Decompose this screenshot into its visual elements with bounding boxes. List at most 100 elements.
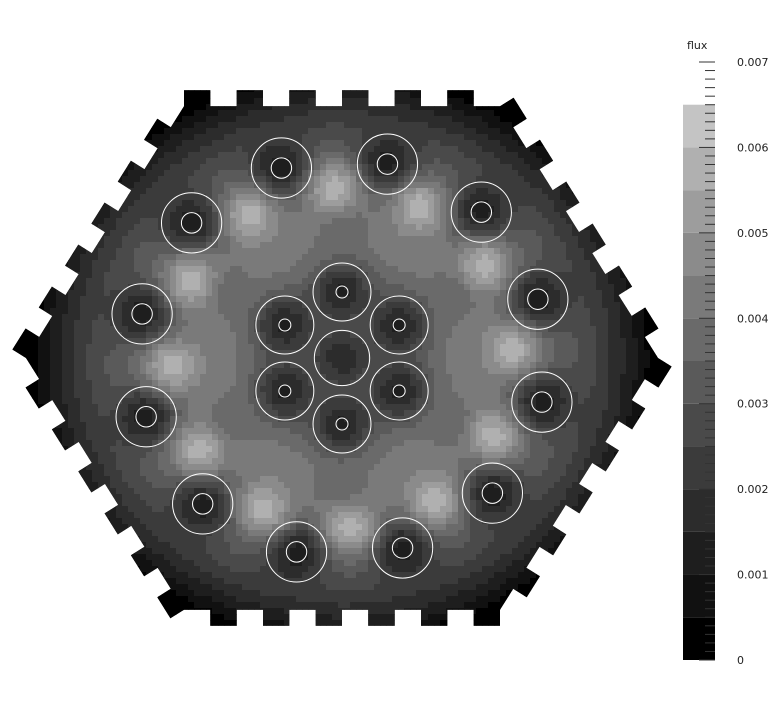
flux-cell — [416, 182, 423, 189]
flux-cell — [38, 68, 45, 75]
flux-cell — [206, 260, 213, 267]
flux-cell — [428, 92, 435, 99]
flux-cell — [236, 110, 243, 117]
flux-cell — [518, 218, 525, 225]
flux-cell — [524, 92, 531, 99]
flux-cell — [278, 68, 285, 75]
flux-cell — [224, 158, 231, 165]
flux-cell — [590, 170, 597, 177]
flux-cell — [428, 146, 435, 153]
flux-cell — [80, 90, 87, 93]
flux-cell — [584, 254, 591, 261]
flux-cell — [50, 188, 57, 195]
flux-cell — [548, 50, 555, 57]
flux-cell — [590, 194, 597, 201]
flux-cell — [374, 224, 381, 231]
flux-cell — [362, 176, 369, 183]
flux-cell — [92, 38, 99, 45]
flux-cell — [596, 254, 603, 261]
flux-cell — [614, 200, 621, 207]
flux-cell — [284, 140, 291, 147]
flux-cell — [26, 68, 33, 75]
flux-cell — [560, 176, 567, 183]
flux-cell — [260, 272, 267, 279]
flux-cell — [374, 176, 381, 183]
flux-cell — [140, 212, 147, 219]
flux-cell — [14, 200, 21, 207]
flux-cell — [650, 236, 657, 243]
flux-cell — [56, 140, 63, 147]
flux-cell — [620, 224, 627, 231]
flux-cell — [224, 218, 231, 225]
flux-cell — [308, 50, 315, 57]
flux-cell — [662, 152, 669, 159]
flux-cell — [182, 224, 189, 231]
flux-cell — [416, 122, 423, 129]
flux-cell — [254, 230, 261, 237]
flux-cell — [242, 206, 249, 213]
flux-cell — [416, 242, 423, 249]
flux-cell — [650, 62, 657, 69]
flux-cell — [236, 176, 243, 183]
flux-cell — [566, 272, 573, 279]
flux-cell — [644, 170, 651, 177]
flux-cell — [386, 182, 393, 189]
flux-cell — [266, 32, 273, 39]
flux-cell — [620, 122, 627, 129]
flux-cell — [188, 194, 195, 201]
flux-cell — [122, 56, 129, 63]
flux-cell — [98, 104, 105, 111]
flux-cell — [242, 146, 249, 153]
flux-cell — [158, 38, 165, 45]
flux-cell — [602, 134, 609, 141]
flux-cell — [200, 50, 207, 57]
flux-cell — [446, 68, 453, 75]
flux-cell — [68, 164, 75, 171]
flux-cell — [386, 122, 393, 129]
flux-cell — [536, 122, 543, 129]
flux-cell — [638, 266, 645, 273]
flux-cell — [332, 182, 339, 189]
flux-cell — [188, 284, 195, 291]
flux-cell — [644, 212, 651, 219]
flux-cell — [506, 236, 513, 243]
flux-cell — [548, 90, 555, 93]
flux-cell — [392, 158, 399, 165]
flux-cell — [362, 188, 369, 195]
flux-cell — [578, 164, 585, 171]
flux-cell — [464, 272, 471, 279]
flux-cell — [152, 98, 159, 105]
flux-cell — [626, 278, 633, 285]
flux-cell — [350, 62, 357, 69]
flux-cell — [632, 200, 639, 207]
flux-cell — [44, 206, 51, 213]
flux-cell — [302, 242, 309, 249]
flux-cell — [620, 212, 627, 219]
flux-cell — [74, 200, 81, 207]
flux-cell — [26, 194, 33, 201]
flux-cell — [254, 194, 261, 201]
flux-cell — [164, 90, 171, 93]
flux-cell — [188, 110, 195, 117]
flux-cell — [20, 188, 27, 195]
flux-cell — [386, 50, 393, 57]
flux-cell — [596, 176, 603, 183]
flux-cell — [164, 218, 171, 225]
flux-cell — [506, 128, 513, 135]
flux-cell — [314, 122, 321, 129]
flux-cell — [446, 104, 453, 111]
flux-cell — [464, 188, 471, 195]
flux-cell — [632, 176, 639, 183]
flux-cell — [86, 278, 93, 285]
flux-cell — [14, 110, 21, 117]
flux-cell — [266, 266, 273, 273]
flux-cell — [332, 44, 339, 51]
flux-cell — [632, 194, 639, 201]
flux-cell — [362, 50, 369, 57]
flux-cell — [488, 74, 495, 81]
flux-cell — [530, 164, 537, 171]
flux-cell — [284, 134, 291, 141]
flux-cell — [536, 134, 543, 141]
flux-cell — [332, 92, 339, 99]
flux-cell — [152, 74, 159, 81]
